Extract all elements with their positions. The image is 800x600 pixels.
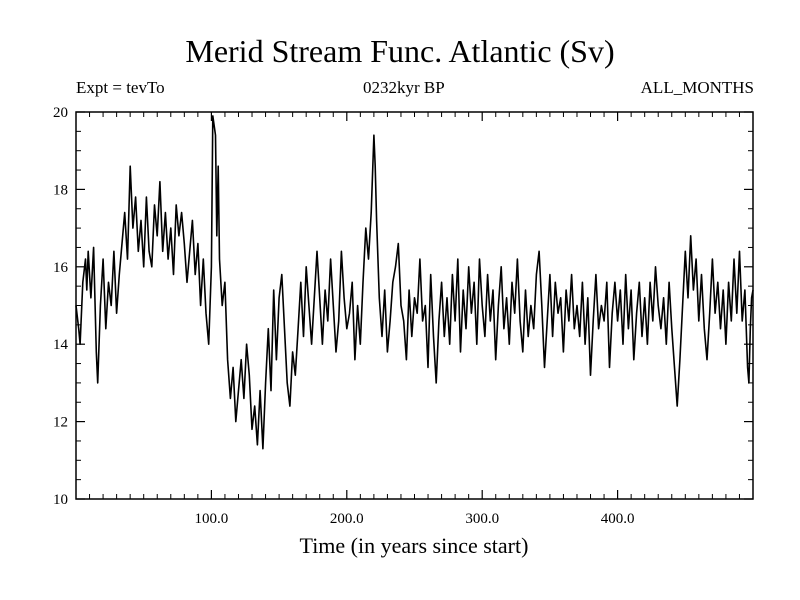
x-axis-label: Time (in years since start) [299,533,529,558]
y-tick-label: 20 [53,105,68,121]
axis-ticks [76,111,753,500]
x-tick-label: 400.0 [601,511,635,527]
months-label: ALL_MONTHS [640,78,754,97]
x-tick-label: 200.0 [330,511,364,527]
y-tick-label: 12 [53,415,68,431]
experiment-label: Expt = tevTo [76,78,165,97]
y-tick-label: 14 [53,337,69,353]
y-tick-label: 18 [53,182,68,198]
axis-tick-labels: 10 12 14 16 18 20 100.0 200.0 300.0 400.0 [53,105,634,527]
series-line [75,115,754,450]
x-tick-label: 100.0 [195,511,229,527]
chart-title: Merid Stream Func. Atlantic (Sv) [185,33,615,69]
y-tick-label: 16 [53,260,69,276]
period-label: 0232kyr BP [363,78,445,97]
x-tick-label: 300.0 [465,511,499,527]
y-tick-label: 10 [53,492,68,508]
